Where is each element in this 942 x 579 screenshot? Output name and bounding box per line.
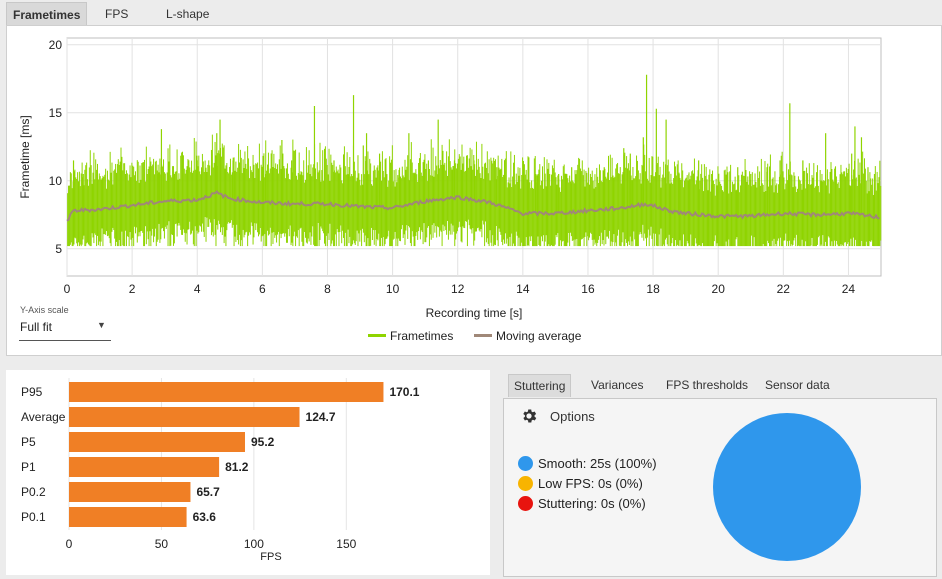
x-tick-label: 8 xyxy=(324,282,331,296)
stuttering-label: Stuttering: xyxy=(538,496,598,511)
legend-smooth: Smooth: 25s (100%) xyxy=(518,456,657,471)
y-axis-scale-value: Full fit xyxy=(20,320,53,334)
stuttering-value: 0s (0%) xyxy=(600,496,646,511)
fps-category-label: P95 xyxy=(21,385,43,399)
tab-l-shape[interactable]: L-shape xyxy=(166,7,210,21)
low-fps-dot xyxy=(518,476,533,491)
fps-category-label: P1 xyxy=(21,460,36,474)
fps-bar-chart: P95 Average P5 P1 P0.2 P0.1 170.1 124.7 95.281.… xyxy=(21,378,420,563)
legend-moving-average-label: Moving average xyxy=(496,329,582,343)
fps-category-label: Average xyxy=(21,410,66,424)
fps-value-label: 63.6 xyxy=(193,510,217,524)
fps-bar xyxy=(69,457,220,477)
smooth-label: Smooth: xyxy=(538,456,587,471)
fps-value-label: 170.1 xyxy=(389,385,419,399)
legend-low-fps: Low FPS: 0s (0%) xyxy=(518,476,643,491)
x-tick-label: 20 xyxy=(712,282,726,296)
fps-category-label: P0.2 xyxy=(21,485,46,499)
smooth-value: 25s (100%) xyxy=(590,456,657,471)
fps-x-tick-label: 150 xyxy=(336,537,356,551)
x-tick-label: 14 xyxy=(516,282,530,296)
fps-bar xyxy=(69,382,384,402)
x-tick-label: 2 xyxy=(129,282,136,296)
gear-icon xyxy=(523,409,537,423)
fps-axis-label: FPS xyxy=(260,551,281,563)
legend-frametimes-label: Frametimes xyxy=(390,329,453,343)
x-tick-label: 12 xyxy=(451,282,465,296)
y-axis-scale-label: Y-Axis scale xyxy=(20,305,69,315)
low-fps-value: 0s (0%) xyxy=(597,476,643,491)
select-underline xyxy=(19,340,111,341)
fps-bar xyxy=(69,507,187,527)
tab-fps[interactable]: FPS xyxy=(105,7,129,21)
options-button[interactable]: Options xyxy=(520,407,595,425)
x-axis-label: Recording time [s] xyxy=(426,306,523,320)
tab-variances[interactable]: Variances xyxy=(591,378,644,392)
x-tick-label: 16 xyxy=(581,282,595,296)
legend-stuttering: Stuttering: 0s (0%) xyxy=(518,496,646,511)
fps-category-label: P5 xyxy=(21,435,36,449)
x-tick-label: 10 xyxy=(386,282,400,296)
tab-stuttering[interactable]: Stuttering xyxy=(508,374,572,397)
analysis-panel: Stuttering Variances FPS thresholds Sens… xyxy=(497,370,940,577)
fps-x-tick-label: 100 xyxy=(244,537,264,551)
smooth-dot xyxy=(518,456,533,471)
x-tick-label: 0 xyxy=(64,282,71,296)
fps-x-tick-label: 0 xyxy=(66,537,73,551)
fps-value-label: 95.2 xyxy=(251,435,275,449)
y-tick-label: 5 xyxy=(55,242,62,256)
y-axis-scale-select[interactable]: Full fit ▼ xyxy=(20,320,112,338)
y-tick-label: 15 xyxy=(49,106,63,120)
y-tick-label: 10 xyxy=(49,174,63,188)
x-tick-label: 24 xyxy=(842,282,856,296)
tab-fps-thresholds[interactable]: FPS thresholds xyxy=(666,378,749,392)
stuttering-panel: Options Smooth: 25s (100%) Low FPS: 0s (… xyxy=(503,398,937,577)
fps-value-label: 65.7 xyxy=(196,485,220,499)
low-fps-label: Low FPS: xyxy=(538,476,595,491)
stuttering-pie-chart xyxy=(713,413,861,561)
fps-bar xyxy=(69,407,300,427)
pie-slice-smooth xyxy=(713,413,861,561)
legend-moving-average-swatch xyxy=(474,334,492,337)
tab-sensor-data[interactable]: Sensor data xyxy=(765,378,830,392)
fps-bar-panel: P95 Average P5 P1 P0.2 P0.1 170.1 124.7 95.2 81.… xyxy=(6,370,490,575)
fps-value-label: 124.7 xyxy=(306,410,336,424)
frametime-panel: 5 10 15 20 0 2 4 6 8 10 12 14 16 18 20 22 24 Frametime … xyxy=(6,25,942,356)
x-tick-label: 18 xyxy=(646,282,660,296)
x-tick-label: 22 xyxy=(777,282,791,296)
stuttering-dot xyxy=(518,496,533,511)
x-tick-label: 6 xyxy=(259,282,266,296)
x-tick-label: 4 xyxy=(194,282,201,296)
tab-frametimes[interactable]: Frametimes xyxy=(6,2,88,27)
chevron-down-icon: ▼ xyxy=(97,320,106,330)
fps-bar xyxy=(69,482,191,502)
options-label: Options xyxy=(550,408,595,424)
y-axis-label: Frametime [ms] xyxy=(18,115,32,198)
fps-x-tick-label: 50 xyxy=(155,537,169,551)
fps-category-label: P0.1 xyxy=(21,510,46,524)
moving-average-line xyxy=(66,189,880,222)
fps-bar xyxy=(69,432,245,452)
y-tick-label: 20 xyxy=(49,38,63,52)
legend-frametimes-swatch xyxy=(368,334,386,337)
fps-value-label: 81.2 xyxy=(225,460,249,474)
